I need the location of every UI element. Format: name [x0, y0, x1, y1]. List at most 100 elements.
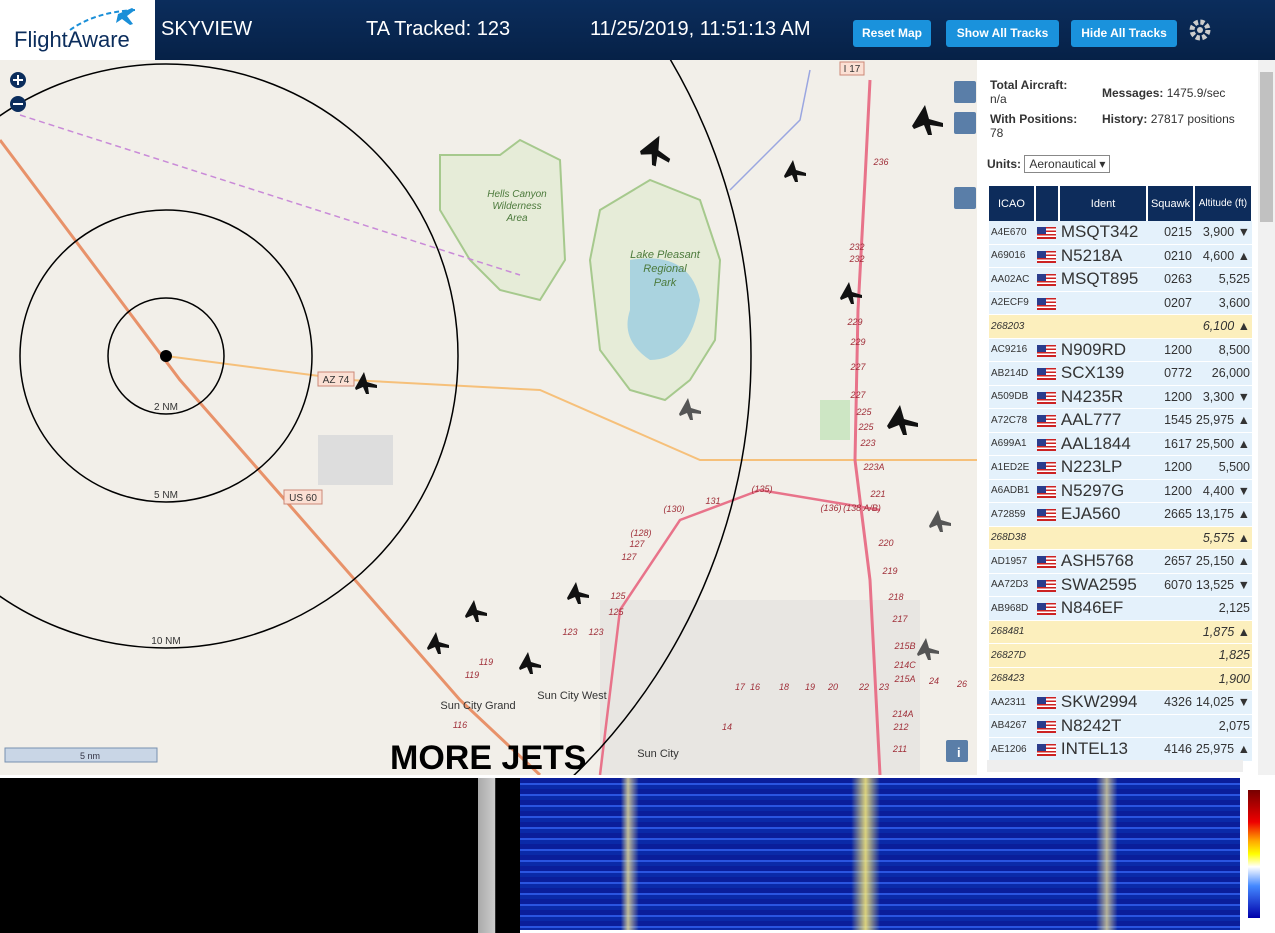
squawk-cell: 0210 [1147, 244, 1194, 268]
columns-button[interactable] [954, 187, 976, 209]
column-header[interactable]: Altitude (ft) [1193, 186, 1254, 221]
stat-value: 78 [990, 126, 1004, 140]
datetime: 11/25/2019, 11:51:13 AM [590, 18, 811, 40]
road-number: 14 [722, 722, 732, 732]
aircraft-row[interactable]: AA2311 SKW2994 4326 14,025 ▼ [989, 690, 1252, 715]
stat-value: n/a [990, 92, 1007, 106]
color-bar [1248, 790, 1260, 918]
road-number: 127 [629, 539, 645, 549]
icao-cell: A6ADB1 [989, 479, 1035, 503]
ring-label: 10 NM [151, 636, 180, 647]
altitude-cell: 8,500 [1193, 338, 1252, 362]
altitude-cell: 1,900 [1193, 667, 1252, 691]
hide-tracks-button[interactable]: Hide All Tracks [1071, 20, 1177, 47]
flag-icon [1036, 227, 1056, 240]
aircraft-row[interactable]: AA72D3 SWA2595 6070 13,525 ▼ [989, 573, 1252, 597]
icao-cell: AD1957 [989, 549, 1035, 574]
flag-cell [1034, 643, 1059, 668]
zoom-controls[interactable] [10, 72, 26, 112]
aircraft-row[interactable]: A1ED2E N223LP 1200 5,500 [989, 455, 1252, 480]
aircraft-row[interactable]: 268203 6,100 ▲ [989, 314, 1252, 339]
flag-cell [1034, 385, 1059, 409]
settings-icon[interactable] [1188, 18, 1212, 42]
ident-cell [1058, 643, 1148, 668]
road-number: (128) [630, 528, 651, 538]
altitude-value: 2,125 [1218, 601, 1250, 616]
aircraft-row[interactable]: A72859 EJA560 2665 13,175 ▲ [989, 502, 1252, 527]
aircraft-row[interactable]: AC9216 N909RD 1200 8,500 [989, 338, 1252, 362]
column-header[interactable]: ICAO [989, 186, 1036, 221]
road-number: 214A [891, 709, 913, 719]
squawk-cell: 0215 [1147, 221, 1194, 245]
area-label: Area [505, 213, 528, 224]
layer-button[interactable] [954, 81, 976, 103]
aircraft-row[interactable]: AD1957 ASH5768 2657 25,150 ▲ [989, 549, 1252, 574]
road-number: 119 [465, 670, 479, 680]
road-number: 22 [858, 682, 869, 692]
aircraft-row[interactable]: AE1206 INTEL13 4146 25,975 ▲ [989, 737, 1252, 762]
icao-cell: AB4267 [989, 714, 1035, 738]
show-tracks-button[interactable]: Show All Tracks [946, 20, 1059, 47]
aircraft-row[interactable]: A2ECF9 0207 3,600 [989, 291, 1252, 315]
road-number: 215B [893, 641, 915, 651]
logo[interactable]: FlightAware [0, 0, 155, 60]
flag-icon [1036, 438, 1056, 451]
spectrum-panel [0, 778, 1275, 933]
road-number: 229 [846, 317, 862, 327]
info-button[interactable] [946, 740, 968, 762]
altitude-cell: 13,525 ▼ [1193, 573, 1252, 597]
h-scrollbar[interactable] [987, 760, 1243, 772]
aircraft-row[interactable]: A69016 N5218A 0210 4,600 ▲ [989, 244, 1252, 268]
road-number: 24 [928, 676, 939, 686]
column-header[interactable]: Ident [1058, 186, 1149, 221]
altitude-trend: ▲ [1237, 530, 1250, 545]
road-number: (135) [751, 484, 772, 494]
column-header[interactable]: Squawk [1147, 186, 1195, 221]
ident-cell: EJA560 [1058, 502, 1148, 527]
divider [478, 778, 520, 933]
flag-cell [1034, 667, 1059, 691]
aircraft-row[interactable]: 268481 1,875 ▲ [989, 620, 1252, 644]
icao-cell: 26827D [989, 643, 1035, 668]
icao-cell: AB214D [989, 361, 1035, 386]
altitude-cell: 3,900 ▼ [1193, 221, 1252, 245]
aircraft-row[interactable]: A6ADB1 N5297G 1200 4,400 ▼ [989, 479, 1252, 503]
aircraft-row[interactable]: A72C78 AAL777 1545 25,975 ▲ [989, 408, 1252, 433]
squawk-cell: 0772 [1147, 361, 1194, 386]
flag-cell [1034, 690, 1059, 715]
road-number: 232 [848, 242, 864, 252]
altitude-cell: 3,600 [1193, 291, 1252, 315]
altitude-value: 3,300 [1202, 389, 1235, 404]
road-number: 223 [859, 438, 875, 448]
road-number: 125 [608, 607, 624, 617]
aircraft-row[interactable]: 268423 1,900 [989, 667, 1252, 691]
road-number: 211 [892, 744, 907, 754]
altitude-value: 3,600 [1218, 295, 1250, 310]
flag-cell [1034, 479, 1059, 503]
aircraft-row[interactable]: AB968D N846EF 2,125 [989, 596, 1252, 621]
road-number: (130) [663, 504, 684, 514]
units-select[interactable]: Aeronautical ▾ [1024, 155, 1111, 173]
aircraft-row[interactable]: 268D38 5,575 ▲ [989, 526, 1252, 550]
flag-cell [1034, 737, 1059, 762]
aircraft-row[interactable]: A699A1 AAL1844 1617 25,500 ▲ [989, 432, 1252, 456]
aircraft-row[interactable]: A4E670 MSQT342 0215 3,900 ▼ [989, 221, 1252, 245]
icao-cell: 268481 [989, 620, 1035, 644]
reset-map-button[interactable]: Reset Map [853, 20, 931, 47]
place-label: Sun City Grand [440, 700, 515, 712]
units-value: Aeronautical [1029, 157, 1097, 171]
map[interactable]: Hells Canyon Wilderness Area Lake Pleasa… [0, 60, 977, 775]
tracked: TA Tracked: 123 [366, 18, 511, 40]
aircraft-row[interactable]: AB4267 N8242T 2,075 [989, 714, 1252, 738]
grid-button[interactable] [954, 112, 976, 134]
scrollbar[interactable] [1258, 60, 1275, 775]
icao-cell: AA72D3 [989, 573, 1035, 597]
aircraft-row[interactable]: AA02AC MSQT895 0263 5,525 [989, 267, 1252, 292]
flag-cell [1034, 361, 1059, 386]
aircraft-row[interactable]: A509DB N4235R 1200 3,300 ▼ [989, 385, 1252, 409]
aircraft-row[interactable]: AB214D SCX139 0772 26,000 [989, 361, 1252, 386]
ident-cell: MSQT895 [1058, 267, 1148, 292]
road-number: 19 [805, 682, 815, 692]
aircraft-row[interactable]: 26827D 1,825 [989, 643, 1252, 668]
